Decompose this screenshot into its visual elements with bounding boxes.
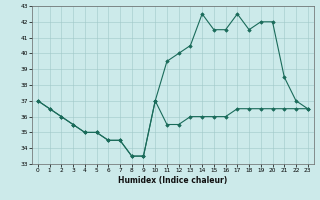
X-axis label: Humidex (Indice chaleur): Humidex (Indice chaleur) [118,176,228,185]
